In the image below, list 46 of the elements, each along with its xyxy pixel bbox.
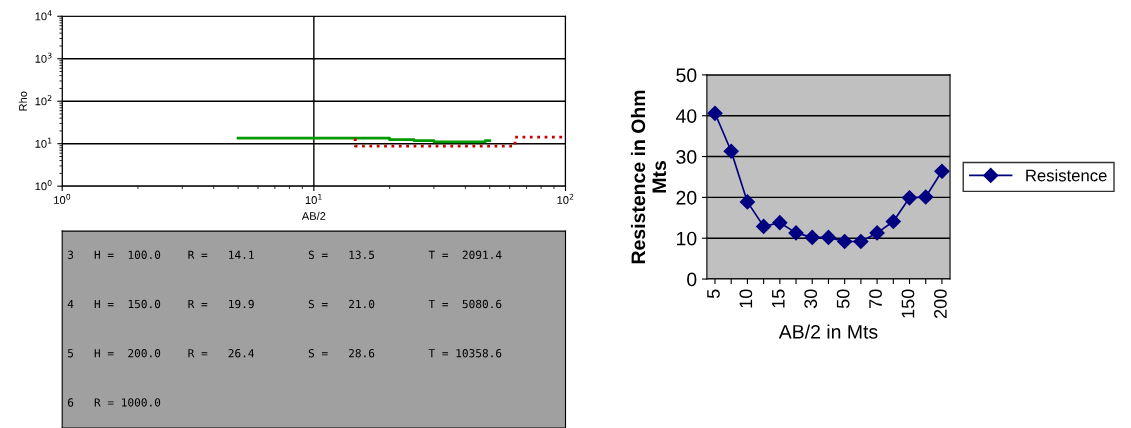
y-tick-label: 20 [676,190,697,205]
y-tick-label: 10$^{3}$ [35,52,52,63]
point [869,225,885,241]
point [934,163,950,179]
text: 3 H = 100.0 R = 14.1 S = 13.5 T = 2091.4 [67,250,502,259]
point [723,143,739,159]
point [918,189,934,205]
x-tick-label: 30 [804,289,818,309]
x-tick-label: 10$^{1}$ [305,193,322,204]
y-tick-label: 10$^{0}$ [35,180,52,191]
x-tick-label: 50 [836,289,850,309]
point [739,194,755,210]
y-tick-label: 50 [676,68,697,83]
x-tick-label: 5 [707,289,720,299]
point [772,215,788,231]
point [885,213,901,230]
point [756,218,772,234]
y-tick-label: 10$^{2}$ [35,95,52,106]
x-axis-title: AB/2 in Mts [778,324,878,339]
point [901,190,918,206]
y-axis-title: Resistence in Ohm Mts [630,90,667,264]
point [788,225,804,241]
text: 6 R = 1000.0 [67,398,161,407]
x-tick-label: 200 [934,289,947,318]
point [804,229,820,245]
y-tick-label: 30 [676,150,697,164]
text: 5 H = 200.0 R = 26.4 S = 28.6 T = 10358.6 [68,349,502,358]
x-tick-label: 10$^{0}$ [54,193,71,204]
x-tick-label: 70 [869,289,882,308]
point [820,229,837,245]
y-axis-title: Rho [18,91,27,111]
point [837,233,853,250]
x-tick-label: 15 [772,289,785,308]
x-tick-label: 150 [901,289,915,318]
y-tick-label: 10$^{4}$ [35,10,52,21]
point [707,105,723,121]
x-tick-label: 10 [739,289,753,308]
y-tick-label: 10$^{1}$ [35,137,52,148]
y-tick-label: 0 [687,272,697,287]
y-tick-label: 40 [675,109,697,123]
legend-label: Resistence [1026,169,1107,182]
point [853,233,869,250]
y-tick-label: 10 [677,231,697,246]
text: 4 H = 150.0 R = 19.9 S = 21.0 T = 5080.6 [67,299,502,309]
x-tick-label: 10$^{2}$ [557,193,574,204]
x-axis-title: AB/2 [301,211,326,220]
